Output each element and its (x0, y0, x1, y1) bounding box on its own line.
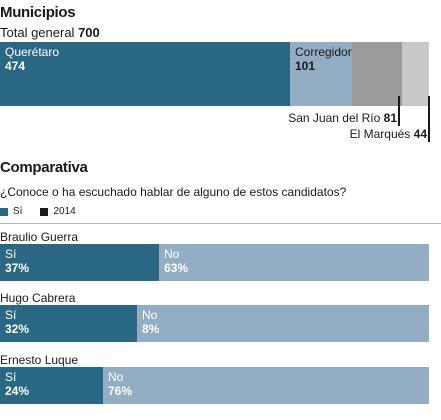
comparativa-title: Comparativa (0, 159, 88, 176)
san-juan-leader (398, 96, 400, 126)
legend: Sí 2014 (0, 206, 94, 217)
san-juan-name: San Juan del Río (288, 111, 381, 125)
candidate-name-ernesto-luque: Ernesto Luque (0, 353, 79, 367)
muni-label-corregidora: Corregidora (295, 45, 359, 59)
municipios-title: Municipios (0, 4, 76, 21)
muni-segment-san-juan (352, 42, 402, 106)
legend-2014-swatch (40, 207, 49, 216)
san-juan-value: 81 (383, 111, 397, 125)
bar-label-no-hugo-cabrera: No (142, 308, 158, 322)
question-text: ¿Conoce o ha escuchado hablar de alguno … (0, 185, 347, 199)
bar-value-no-hugo-cabrera: 8% (142, 322, 160, 336)
muni-label-queretaro: Querétaro (5, 45, 60, 59)
bar-si-braulio-guerra: Sí 37% (0, 244, 159, 281)
bar-label-si-hugo-cabrera: Sí (5, 308, 17, 322)
el-marques-value: 44 (413, 127, 427, 141)
bar-label-no-ernesto-luque: No (108, 370, 124, 384)
bar-value-no-braulio-guerra: 63% (164, 261, 189, 275)
el-marques-callout: El Marqués 44 (350, 127, 427, 141)
san-juan-callout: San Juan del Río 81 (288, 111, 397, 125)
muni-segment-queretaro: Querétaro 474 (0, 42, 290, 106)
el-marques-leader (428, 96, 430, 142)
bar-si-ernesto-luque: Sí 24% (0, 367, 103, 404)
muni-value-queretaro: 474 (5, 59, 26, 73)
bar-label-no-braulio-guerra: No (164, 247, 180, 261)
bar-label-si-braulio-guerra: Sí (5, 247, 17, 261)
total-general: Total general 700 (0, 25, 100, 40)
el-marques-name: El Marqués (349, 127, 411, 141)
bar-value-si-hugo-cabrera: 32% (5, 322, 30, 336)
bar-value-si-ernesto-luque: 24% (5, 384, 30, 398)
legend-si-label: Sí (13, 206, 23, 217)
bar-value-no-ernesto-luque: 76% (108, 384, 133, 398)
bar-label-si-ernesto-luque: Sí (5, 370, 17, 384)
divider (0, 223, 441, 224)
candidate-name-hugo-cabrera: Hugo Cabrera (0, 291, 76, 305)
muni-segment-el-marques (402, 42, 429, 106)
total-label: Total general (0, 25, 75, 40)
bar-no-ernesto-luque: No 76% (103, 367, 429, 404)
bar-no-hugo-cabrera: No 8% (137, 305, 429, 342)
total-value: 700 (78, 25, 100, 40)
bar-no-braulio-guerra: No 63% (159, 244, 429, 281)
legend-si-swatch (0, 207, 8, 216)
candidate-name-braulio-guerra: Braulio Guerra (0, 230, 79, 244)
legend-2014-label: 2014 (53, 206, 76, 217)
bar-value-si-braulio-guerra: 37% (5, 261, 30, 275)
muni-segment-corregidora: Corregidora 101 (290, 42, 359, 106)
bar-si-hugo-cabrera: Sí 32% (0, 305, 137, 342)
muni-value-corregidora: 101 (295, 59, 316, 73)
